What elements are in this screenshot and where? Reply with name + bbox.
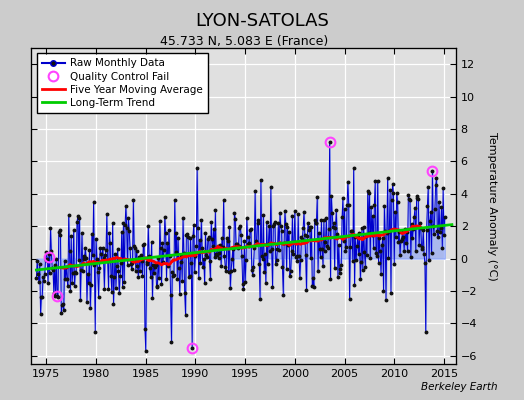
Text: LYON-SATOLAS: LYON-SATOLAS (195, 12, 329, 30)
Title: 45.733 N, 5.083 E (France): 45.733 N, 5.083 E (France) (159, 35, 328, 48)
Text: Berkeley Earth: Berkeley Earth (421, 382, 498, 392)
Y-axis label: Temperature Anomaly (°C): Temperature Anomaly (°C) (487, 132, 497, 280)
Legend: Raw Monthly Data, Quality Control Fail, Five Year Moving Average, Long-Term Tren: Raw Monthly Data, Quality Control Fail, … (37, 53, 208, 113)
